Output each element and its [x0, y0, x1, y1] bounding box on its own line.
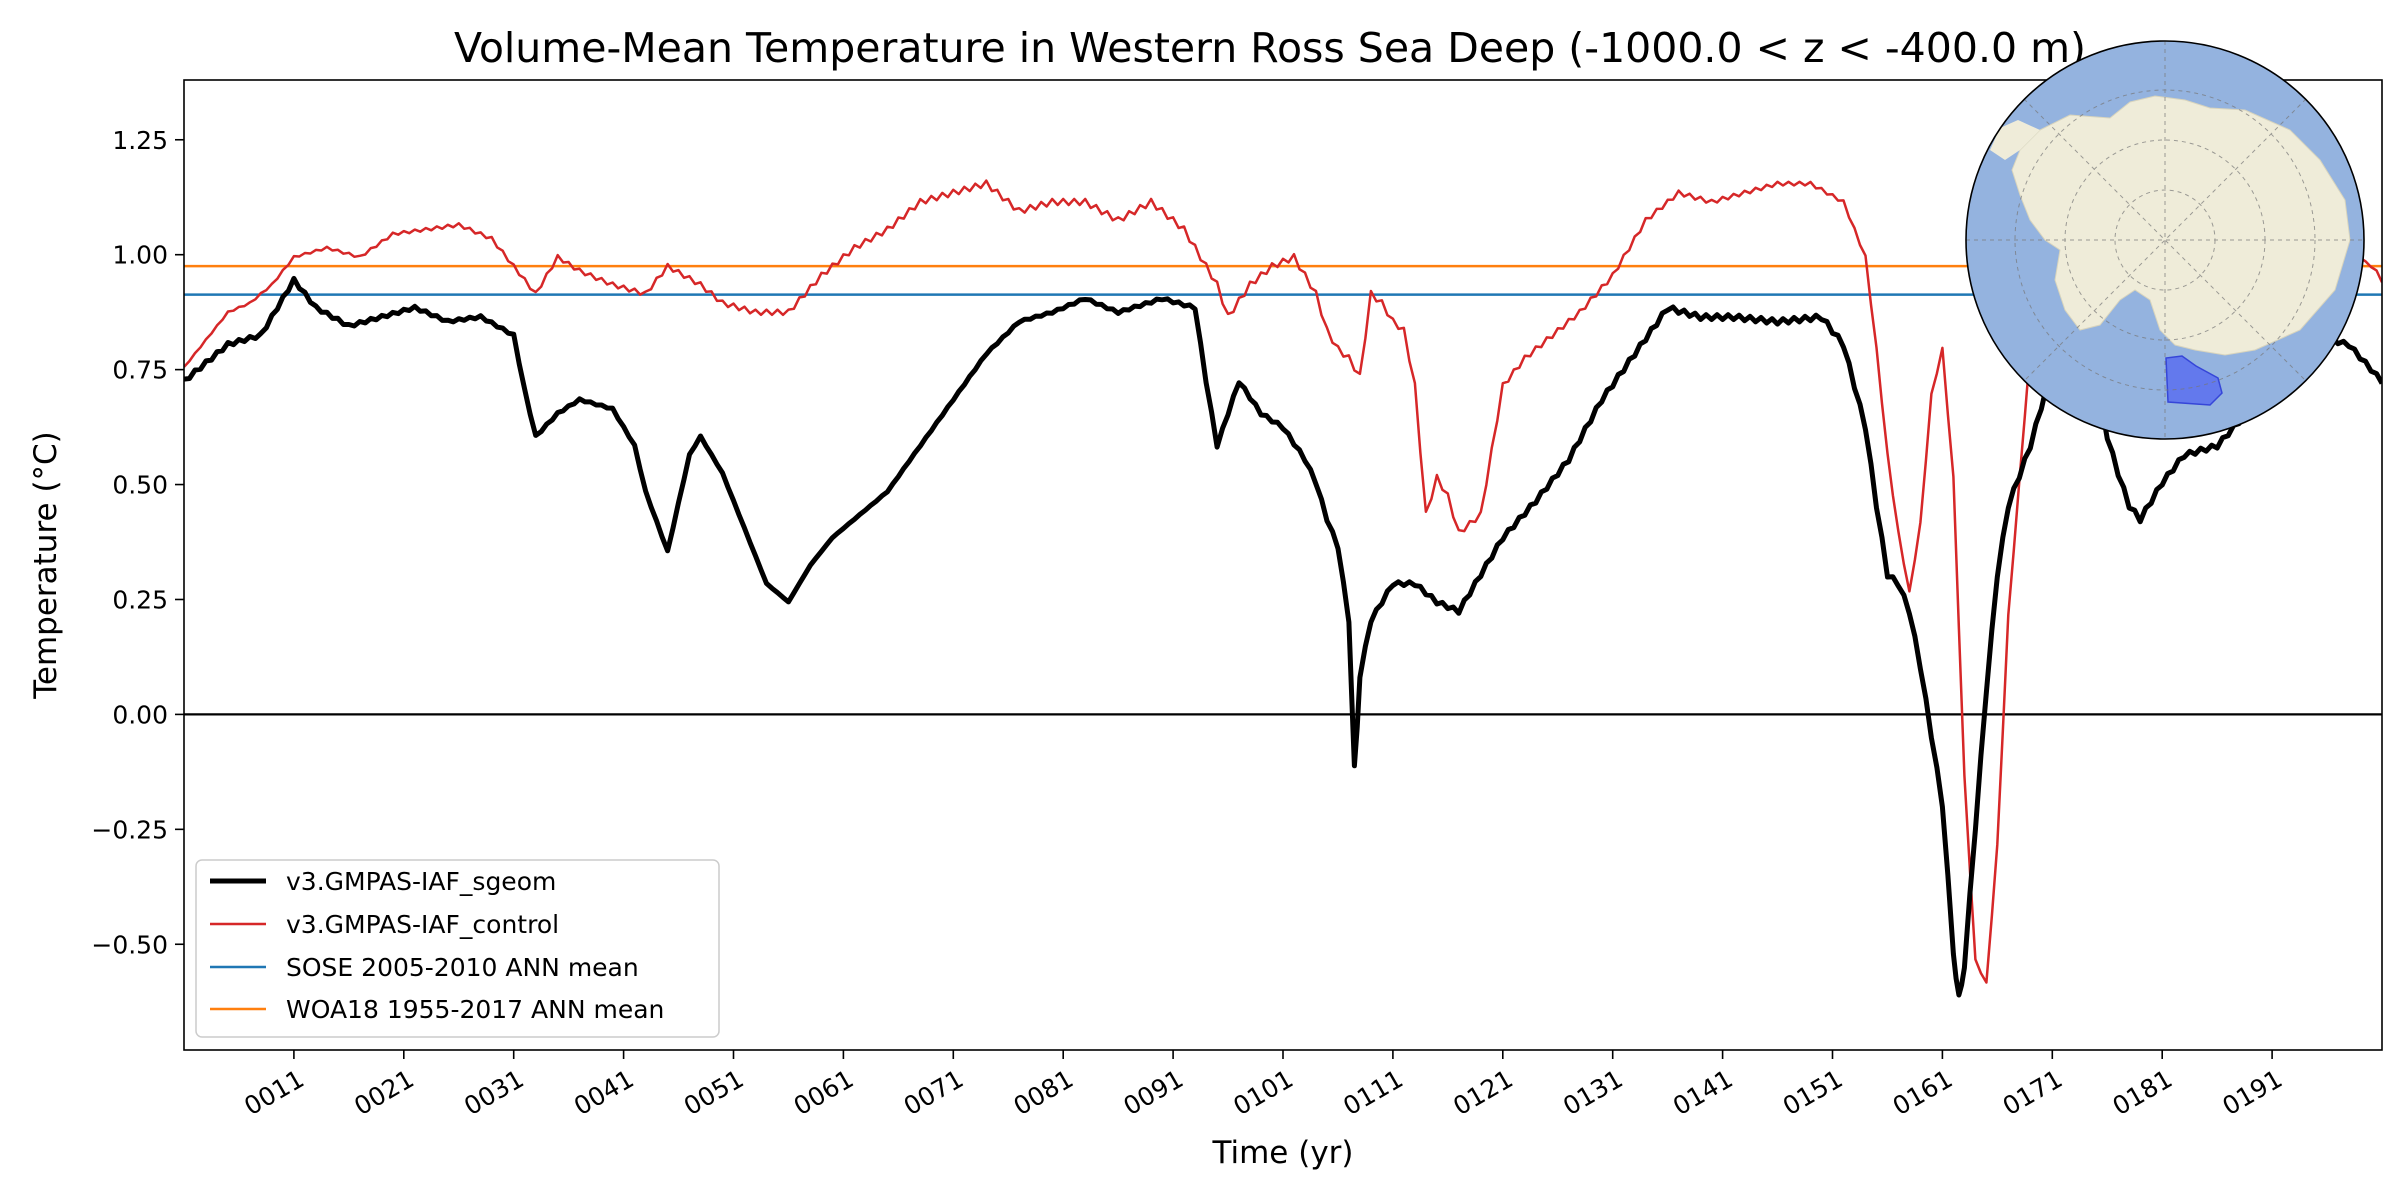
x-tick-label: 0041: [569, 1064, 639, 1121]
y-axis: −0.50 −0.25 0.00 0.25 0.50 0.75 1.00 1.25: [91, 126, 184, 959]
x-tick-label: 0011: [239, 1064, 309, 1121]
x-tick-label: 0191: [2217, 1064, 2287, 1121]
graticule: [1966, 41, 2364, 439]
legend-label-control: v3.GMPAS-IAF_control: [286, 910, 559, 939]
x-tick-label: 0121: [1448, 1064, 1518, 1121]
legend-label-sose: SOSE 2005-2010 ANN mean: [286, 953, 639, 982]
x-tick-label: 0171: [1998, 1064, 2068, 1121]
antarctica-inset-map: [1965, 40, 2365, 440]
x-axis-label: Time (yr): [1212, 1135, 1354, 1171]
x-tick-label: 0181: [2108, 1064, 2178, 1121]
x-tick-label: 0151: [1778, 1064, 1848, 1121]
x-tick-label: 0031: [459, 1064, 529, 1121]
x-tick-label: 0101: [1228, 1064, 1298, 1121]
y-axis-label: Temperature (°C): [28, 431, 64, 700]
legend-label-sgeom: v3.GMPAS-IAF_sgeom: [286, 867, 556, 896]
x-tick-label: 0051: [679, 1064, 749, 1121]
series-line-control: [184, 179, 2382, 984]
x-tick-label: 0161: [1888, 1064, 1958, 1121]
y-tick-label: 0.25: [112, 585, 168, 614]
antarctic-peninsula: [1990, 120, 2040, 160]
series-line-sgeom: [184, 275, 2382, 998]
antarctica-land: [2011, 95, 2351, 356]
x-tick-label: 0131: [1558, 1064, 1628, 1121]
x-tick-label: 0141: [1668, 1064, 1738, 1121]
y-tick-label: 0.75: [112, 356, 168, 385]
y-tick-label: −0.50: [91, 930, 168, 959]
x-axis: 0011 0021 0031 0041 0051 0061 0071 0081 0091 0101…: [239, 1050, 2287, 1121]
x-tick-label: 0021: [349, 1064, 419, 1121]
y-tick-label: −0.25: [91, 815, 168, 844]
x-tick-label: 0111: [1338, 1064, 1408, 1121]
y-tick-label: 0.00: [112, 700, 168, 729]
y-tick-label: 1.25: [112, 126, 168, 155]
x-tick-label: 0071: [899, 1064, 969, 1121]
y-tick-label: 1.00: [112, 241, 168, 270]
x-tick-label: 0091: [1118, 1064, 1188, 1121]
x-tick-label: 0081: [1009, 1064, 1079, 1121]
x-tick-label: 0061: [789, 1064, 859, 1121]
legend-label-woa: WOA18 1955-2017 ANN mean: [286, 995, 664, 1024]
highlighted-region: [2165, 355, 2223, 406]
globe-outline: [1965, 40, 2365, 440]
legend-box: [195, 859, 720, 1038]
y-tick-label: 0.50: [112, 471, 168, 500]
chart-title: Volume-Mean Temperature in Western Ross …: [454, 24, 2086, 72]
legend: v3.GMPAS-IAF_sgeom v3.GMPAS-IAF_control …: [195, 859, 720, 1038]
